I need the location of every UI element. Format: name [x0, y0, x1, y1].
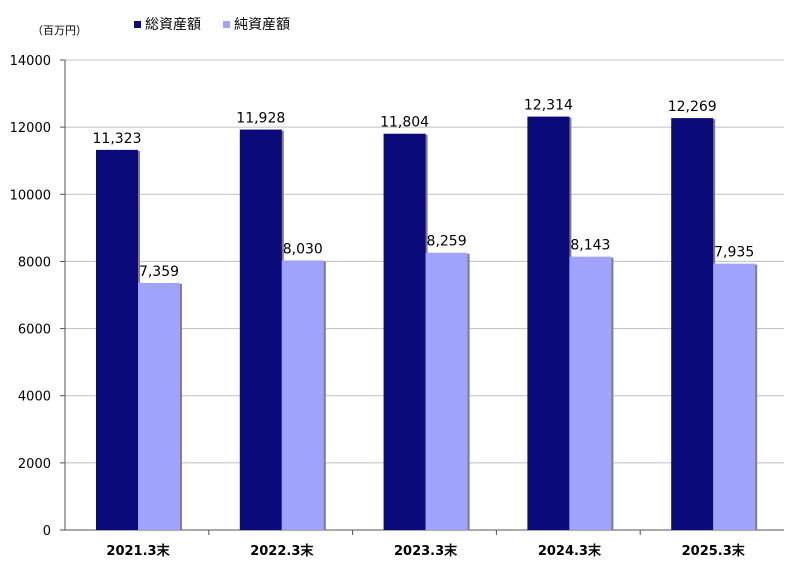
y-tick-label: 14000 — [10, 54, 51, 69]
bar-total-assets — [671, 118, 714, 530]
y-tick-label: 6000 — [18, 323, 51, 338]
y-tick-label: 10000 — [10, 188, 51, 203]
legend-item-total-assets: 総資産額 — [134, 14, 201, 34]
legend-label-total-assets: 総資産額 — [145, 17, 201, 33]
x-category-label: 2022.3末 — [250, 543, 314, 559]
y-tick-label: 0 — [43, 524, 51, 539]
data-label: 12,269 — [668, 99, 717, 115]
bar-net-assets — [713, 263, 756, 530]
data-label: 7,935 — [714, 245, 754, 261]
data-label: 7,359 — [139, 264, 179, 280]
data-label: 8,259 — [427, 234, 467, 250]
x-category-label: 2021.3末 — [106, 543, 170, 559]
bar-net-assets — [425, 252, 468, 530]
legend-swatch-net-assets — [223, 20, 230, 28]
x-category-label: 2025.3末 — [682, 543, 746, 559]
bar-net-assets — [281, 260, 324, 530]
legend-item-net-assets: 純資産額 — [223, 14, 290, 34]
bar-total-assets — [527, 116, 570, 530]
x-category-label: 2024.3末 — [538, 543, 602, 559]
data-label: 8,030 — [283, 241, 323, 257]
legend-swatch-total-assets — [134, 20, 141, 28]
x-category-label: 2023.3末 — [394, 543, 458, 559]
data-label: 11,928 — [236, 111, 285, 127]
bar-total-assets — [239, 129, 282, 530]
data-label: 11,323 — [93, 131, 142, 147]
y-tick-label: 2000 — [18, 457, 51, 472]
data-label: 8,143 — [570, 238, 610, 254]
bar-total-assets — [383, 133, 426, 531]
unit-label: （百万円） — [32, 24, 87, 37]
bar-net-assets — [569, 256, 612, 530]
data-label: 11,804 — [380, 115, 429, 131]
bar-net-assets — [138, 282, 180, 530]
y-tick-label: 4000 — [18, 390, 51, 405]
y-tick-label: 12000 — [10, 121, 51, 136]
legend-label-net-assets: 純資産額 — [234, 17, 290, 33]
data-label: 12,314 — [524, 98, 573, 114]
legend: 総資産額 純資産額 — [134, 14, 290, 34]
bar-total-assets — [96, 149, 138, 530]
y-tick-label: 8000 — [18, 255, 51, 270]
